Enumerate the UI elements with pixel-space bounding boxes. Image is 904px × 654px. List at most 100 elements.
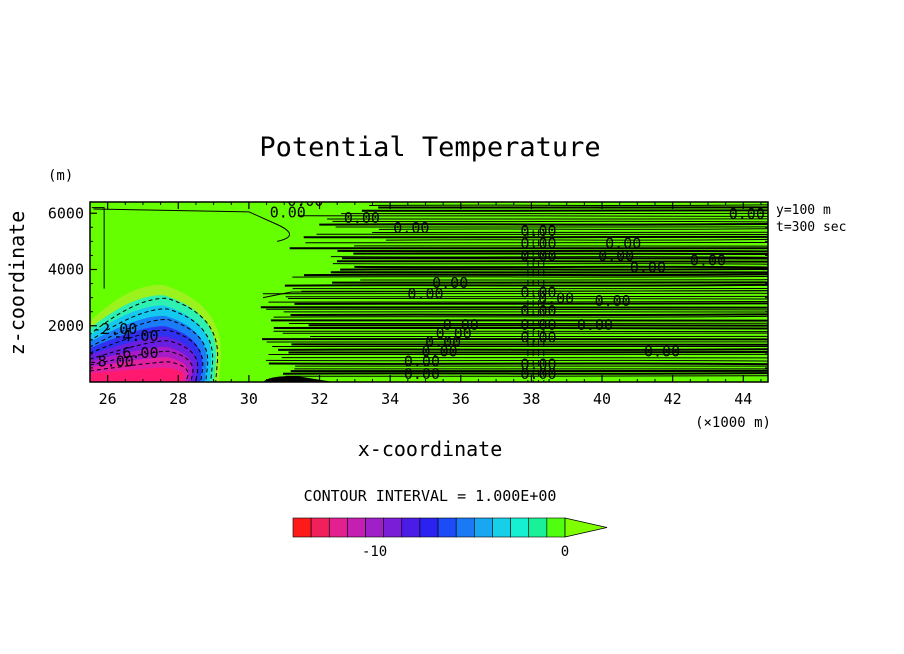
contour-label: 0.00 [520,329,556,347]
zero-contour [369,204,768,207]
zero-contour [378,228,768,230]
contour-label: 0.00 [520,302,556,320]
colorbar [292,517,608,538]
zero-contour [332,263,768,265]
zero-contour [91,207,105,289]
chart-title: Potential Temperature [259,132,600,163]
negative-contour [90,297,219,382]
zero-contour [332,220,768,223]
contour-label: -8.00 [89,353,134,371]
negative-contour [90,340,199,382]
y-axis-label: z-coordinate [5,211,29,356]
zero-contour [290,313,768,317]
contour-label: 0.00 [690,251,726,269]
contour-label: 0.00 [520,365,556,383]
zero-contour [319,222,768,226]
y-tick-label: 6000 [48,204,84,222]
contour-label: 0.00 [630,258,666,276]
x-tick-label: 28 [169,390,187,408]
plot-area: 0.000.00 0.000.00 0.000.000.000.000.000.00… [89,192,769,383]
zero-contour [303,273,768,277]
plot-frame [89,201,769,383]
zero-contour [284,283,768,287]
negative-contour [90,361,189,382]
contour-label: 0.00 [432,274,468,292]
colorbar-swatch [292,517,312,538]
y-tick-label: 4000 [48,261,84,279]
contour-label: 0.00 [404,365,440,383]
colorbar-tick-label: 0 [561,544,569,560]
contour-label: 0.00 [287,192,323,210]
y-tick-labels: 2000 4000 6000 [48,204,84,335]
colorbar-swatch [419,517,439,538]
contour-label: 0.00 [443,316,479,334]
negative-contour [90,329,204,382]
x-tick-label: 32 [311,390,329,408]
zero-contour [385,238,768,241]
contour-lines [90,204,768,382]
contour-label: 0.00 [520,355,556,373]
contour-label: 0.00 [270,203,306,221]
colorbar-swatch [492,517,511,538]
contour-label: 0.00 [605,234,641,252]
contour-label: 0.00 [407,285,443,303]
colorbar-tick-label: -10 [362,544,387,560]
colorbar-swatch [365,517,384,538]
y-axis-unit: (m) [48,168,73,184]
negative-contour [90,319,209,382]
contour-interval-text: CONTOUR INTERVAL = 1.000E+00 [304,487,557,505]
zero-contour [265,359,768,362]
zero-contour [340,268,768,271]
contour-label: 0.00 [520,247,556,265]
zero-contour [287,297,768,300]
contour-label: -6.00 [113,344,158,362]
contour-label: 0.00 [344,209,380,227]
x-tick-label: 42 [664,390,682,408]
x-tick-label: 26 [99,390,117,408]
cold-pool-band [90,367,184,382]
colorbar-swatch [455,517,475,538]
contour-label: -2.00 [92,320,137,338]
x-tick-label: 38 [522,390,540,408]
contour-label: 0.00 [577,316,613,334]
contour-label: 0.00 [729,205,765,223]
contour-labels: 0.000.00 0.000.00 0.000.000.000.000.000.00… [89,192,765,383]
colorbar-swatch [328,517,348,538]
negative-contour [90,350,194,382]
colorbar-swatch [347,517,366,538]
contour-label: 0.00 [404,353,440,371]
x-tick-label: 30 [240,390,258,408]
contour-label: 0.00 [598,247,634,265]
colorbar-swatch [310,517,330,538]
colorbar-swatch [474,517,493,538]
contour-label: 0.00 [393,219,429,237]
colorbar-swatch [528,517,548,538]
colorbar-swatch [401,517,421,538]
zero-contour [278,348,768,351]
zero-contour [93,208,291,242]
contour-label: 0.00 [422,343,458,361]
contour-label: 0.00 [520,234,556,252]
contour-label: 0.00 [425,333,461,351]
x-tick-label: 40 [593,390,611,408]
info-y-position: y=100 m [776,203,831,218]
zero-contour [337,249,768,253]
x-tick-label: 36 [452,390,470,408]
colorbar-tick-labels: -10 0 [362,544,569,560]
zero-contour [266,308,768,311]
zero-contour [354,265,768,269]
colorbar-swatch [546,517,566,538]
negative-contour [90,308,214,382]
x-axis-label: x-coordinate [358,437,503,461]
x-axis-unit: (×1000 m) [695,415,771,431]
field-layer [90,284,221,382]
contour-label: 0.00 [520,222,556,240]
x-tick-labels: 26 28 30 32 34 36 38 40 42 44 [99,390,753,408]
contour-label: 0.00 [520,284,556,302]
x-tick-label: 44 [734,390,752,408]
zero-contour [273,315,768,318]
zero-contour [330,256,768,258]
info-time: t=300 sec [776,220,846,235]
contour-label: 0.00 [595,292,631,310]
zero-contour [297,215,768,217]
